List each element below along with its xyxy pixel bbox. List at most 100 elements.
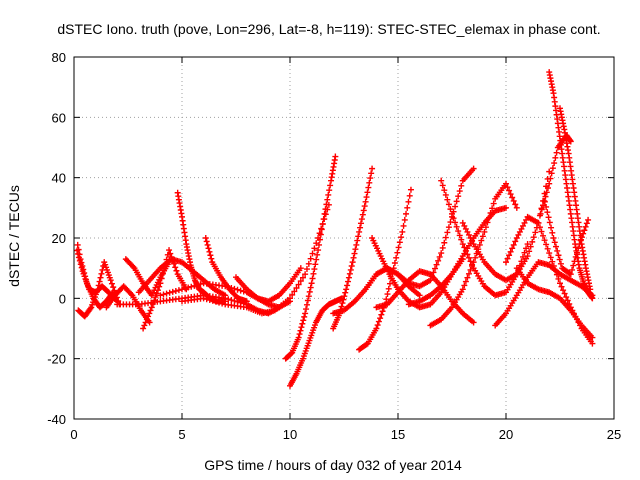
data-point [453,223,460,230]
data-point [203,296,210,303]
data-point [194,281,201,288]
data-point [293,284,300,291]
data-point [346,270,353,277]
data-point [400,222,407,229]
data-point [551,160,558,167]
data-point [561,290,568,297]
data-point [459,219,466,226]
data-point [509,245,516,252]
data-point [228,284,235,291]
data-point [555,252,562,259]
data-point [578,234,585,241]
data-point [442,191,449,198]
data-point [570,262,577,269]
data-point [237,287,244,294]
data-point [547,175,554,182]
data-point [297,265,304,272]
data-point [445,224,452,231]
data-point [555,275,562,282]
data-point [316,230,323,237]
data-point [352,246,359,253]
data-point [567,138,574,145]
data-point [442,234,449,241]
data-point [544,209,551,216]
data-point [462,247,469,254]
data-point [348,263,355,270]
data-series [513,265,596,341]
data-point [449,210,455,217]
data-point [398,234,405,241]
y-tick-label: -20 [47,352,66,367]
data-point [444,229,451,236]
data-point [399,228,406,235]
data-point [222,283,229,290]
data-point [378,311,385,318]
data-point [469,263,476,270]
data-point [552,267,559,274]
data-point [200,295,207,302]
data-point [484,219,491,226]
data-point [318,226,325,233]
data-point [416,292,423,299]
data-point [465,231,472,238]
data-point [231,285,238,292]
x-tick-label: 5 [178,427,185,442]
data-point [143,316,150,323]
data-point [447,206,454,213]
data-point [166,247,173,254]
data-point [549,229,556,236]
data-point [521,219,528,226]
data-point [439,182,446,189]
data-point [225,296,232,303]
data-point [582,223,589,230]
data-point [430,269,437,276]
data-point [140,325,147,332]
data-point [542,193,549,200]
data-point [548,170,555,177]
data-point [219,300,226,307]
data-point [527,243,534,250]
data-point [327,182,334,189]
data-point [336,310,343,317]
data-point [571,258,578,265]
data-point [158,275,165,282]
data-series [362,165,477,293]
data-series [427,180,520,329]
data-point [206,248,213,255]
data-point [77,261,84,268]
data-point [340,296,347,303]
data-point [575,245,582,252]
data-series [282,153,339,362]
data-point [445,201,452,208]
data-point [179,286,185,293]
data-point [146,310,153,317]
data-point [538,206,545,213]
data-point [204,241,211,248]
data-point [523,216,530,223]
data-point [526,248,533,255]
data-point [394,249,401,256]
data-point [375,318,382,325]
data-point [589,340,596,347]
data-point [343,286,350,293]
data-point [524,253,531,260]
data-point [97,274,104,281]
data-series [179,201,332,317]
data-point [298,324,305,331]
data-point [530,234,537,241]
data-point [482,224,489,231]
data-point [206,297,213,304]
data-point [479,233,486,240]
data-series [202,235,250,305]
y-tick-label: -40 [47,412,66,427]
y-tick-label: 40 [52,171,66,186]
data-point [173,267,180,274]
data-point [311,266,318,273]
data-point [306,288,313,295]
data-point [379,308,386,315]
data-point [513,235,520,241]
data-point [547,254,554,261]
data-point [566,270,573,277]
data-point [487,210,494,217]
data-point [326,187,333,194]
